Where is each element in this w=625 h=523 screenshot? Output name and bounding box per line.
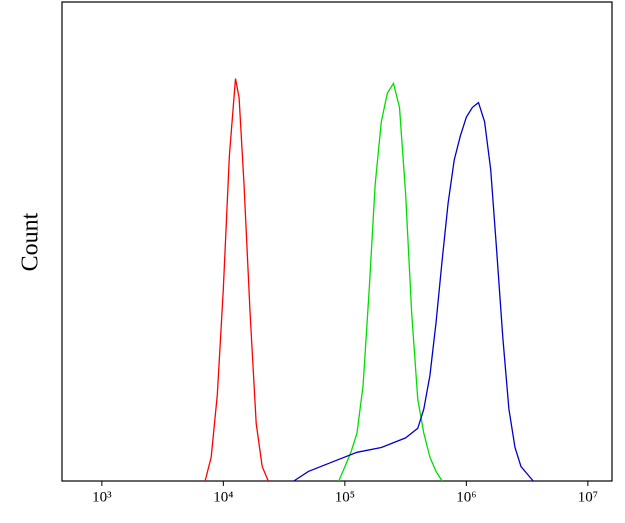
x-tick-label: 10⁷ [578,489,598,505]
y-axis-label: Count [18,212,44,271]
x-tick-label: 10³ [92,489,112,505]
histogram-line [293,101,534,482]
x-tick-label: 10⁶ [456,489,476,505]
x-tick-label: 10⁵ [335,489,355,505]
plot-frame [61,1,613,482]
histogram-line [204,78,269,482]
x-tick-label: 10⁴ [213,489,233,505]
histogram-line [338,81,443,482]
